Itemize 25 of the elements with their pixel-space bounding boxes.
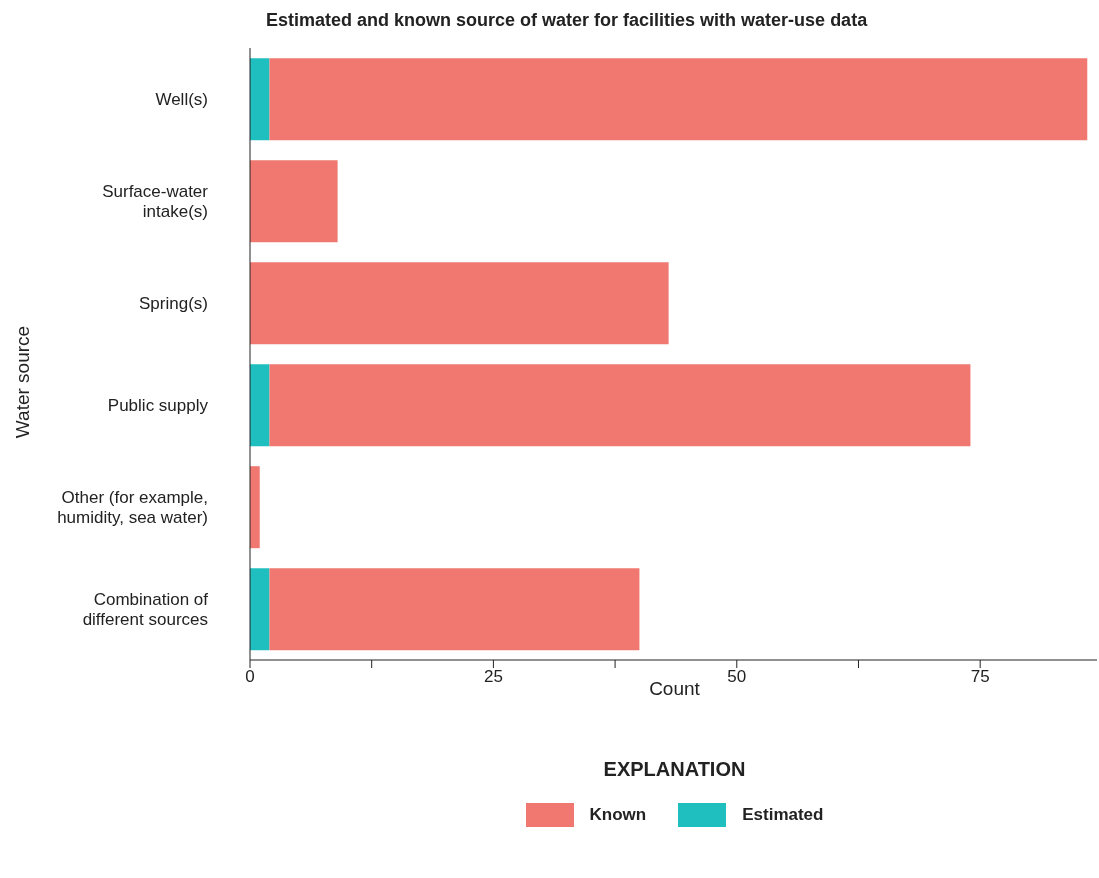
y-tick-label: Surface-water intake(s) — [102, 182, 209, 221]
bar — [269, 364, 971, 447]
chart-title: Estimated and known source of water for facilities with water-use data — [266, 10, 868, 31]
bar — [250, 466, 260, 549]
y-tick-label: Well(s) — [155, 90, 208, 109]
y-tick-label: Public supply — [107, 396, 209, 415]
legend-label: Known — [589, 805, 647, 825]
x-tick-label: 50 — [727, 667, 747, 687]
y-tick-label: Combination of different sources — [82, 590, 209, 629]
x-axis-title: Count — [649, 678, 700, 699]
x-tick-label: 0 — [245, 667, 255, 687]
bar — [250, 160, 338, 243]
bar — [250, 262, 669, 345]
x-tick-label: 25 — [483, 667, 503, 687]
legend-label: Estimated — [742, 805, 824, 825]
y-tick-label: Spring(s) — [139, 294, 208, 313]
bar — [250, 568, 270, 651]
y-tick-label: Other (for example, humidity, sea water) — [57, 488, 208, 527]
bar — [269, 568, 640, 651]
legend-title: EXPLANATION — [603, 758, 746, 781]
x-tick-label: 75 — [970, 667, 990, 687]
bar — [250, 58, 270, 141]
y-axis-title: Water source — [12, 325, 34, 439]
bar — [250, 364, 270, 447]
bar — [269, 58, 1088, 141]
